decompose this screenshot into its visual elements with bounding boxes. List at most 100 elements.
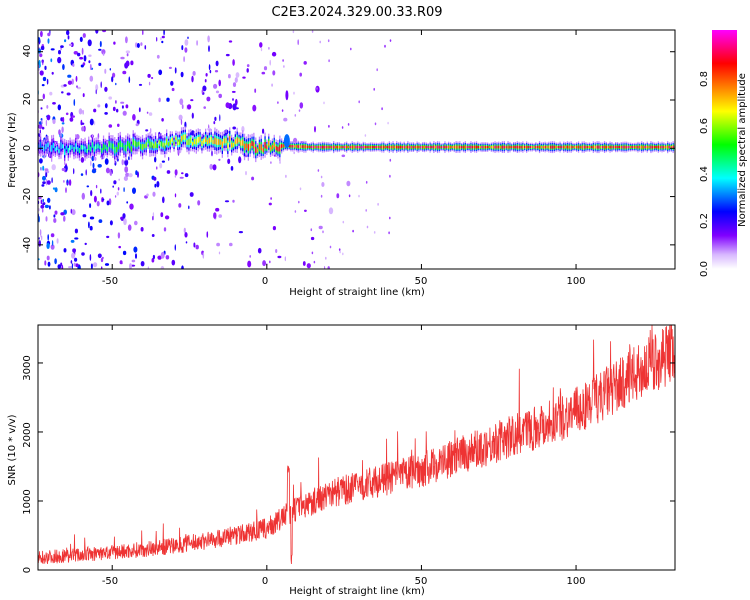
noise-speckle — [104, 112, 108, 115]
spectrogram-ridge-cell — [670, 145, 672, 149]
noise-speckle — [191, 75, 194, 83]
noise-speckle — [158, 69, 163, 76]
spectrogram-ridge-cell — [551, 145, 554, 149]
noise-speckle — [44, 168, 49, 172]
spectrogram-ridge-cell — [568, 145, 570, 149]
noise-speckle — [197, 200, 201, 206]
spectrogram-ridge-cell — [611, 145, 613, 149]
noise-speckle — [128, 173, 133, 178]
noise-speckle — [98, 62, 102, 66]
noise-speckle — [366, 225, 369, 229]
spectrogram-ridge-cell — [227, 142, 229, 149]
noise-speckle — [77, 52, 81, 57]
noise-speckle — [121, 159, 124, 166]
spectrogram-ridge-cell — [659, 145, 661, 149]
noise-speckle — [66, 92, 71, 96]
spectrogram-ridge-cell — [188, 138, 190, 146]
noise-speckle — [71, 252, 76, 259]
spectrogram-ridge-cell — [479, 146, 481, 149]
noise-speckle — [76, 85, 78, 88]
noise-speckle — [52, 187, 56, 190]
noise-speckle — [122, 110, 127, 116]
noise-speckle — [151, 234, 155, 237]
spectrogram-ridge-cell — [243, 143, 246, 151]
noise-speckle — [147, 73, 151, 78]
noise-speckle — [67, 74, 72, 78]
noise-speckle — [183, 56, 185, 63]
spectrogram-ridge-cell — [186, 140, 188, 145]
noise-speckle — [41, 84, 45, 87]
spectrogram-ridge-cell — [164, 142, 166, 149]
noise-speckle — [146, 193, 149, 197]
spectrogram-ridge-cell — [366, 146, 368, 149]
noise-speckle — [373, 87, 376, 91]
noise-speckle — [373, 231, 376, 234]
spectrogram-ridge-cell — [635, 146, 637, 149]
spectrogram-ridge-cell — [603, 145, 606, 149]
spectrogram-ridge-cell — [290, 144, 292, 148]
snr-ylabel: SNR (10 * v/v) — [7, 414, 18, 485]
noise-speckle — [283, 117, 288, 122]
colorbar-tick: 0.6 — [699, 118, 710, 134]
spectrogram-ridge-cell — [307, 145, 309, 148]
spectrogram-ridge-cell — [294, 145, 296, 148]
noise-speckle — [228, 74, 231, 79]
spectrogram-xtick: -50 — [102, 276, 118, 287]
spectrogram-ridge-cell — [77, 146, 79, 152]
noise-speckle — [328, 124, 330, 128]
snr-xtick: 0 — [262, 576, 268, 587]
spectrogram-ridge-cell — [384, 146, 387, 148]
noise-speckle — [127, 224, 132, 231]
noise-speckle — [61, 122, 65, 125]
noise-speckle — [160, 212, 164, 218]
noise-speckle — [121, 105, 124, 109]
noise-speckle — [93, 195, 97, 203]
spectrogram-ridge-cell — [132, 139, 134, 146]
noise-speckle — [57, 104, 61, 111]
spectrogram-ridge-cell — [657, 145, 659, 149]
noise-speckle — [104, 103, 108, 109]
snr-ytick: 2000 — [22, 422, 33, 447]
noise-speckle — [63, 180, 65, 183]
spectrogram-ridge-cell — [526, 145, 528, 149]
noise-speckle — [242, 76, 246, 79]
noise-speckle — [119, 260, 123, 265]
noise-speckle — [61, 126, 64, 133]
spectrogram-ridge-cell — [212, 139, 214, 144]
noise-speckle — [51, 71, 54, 75]
spectrogram-ridge-cell — [481, 145, 483, 149]
noise-speckle — [40, 118, 43, 121]
noise-speckle — [285, 174, 287, 178]
noise-speckle — [310, 236, 315, 241]
noise-speckle — [47, 32, 51, 37]
spectrogram-ridge-cell — [97, 143, 99, 149]
noise-speckle — [184, 232, 188, 238]
spectrogram-ridge-cell — [442, 146, 444, 149]
noise-speckle — [40, 167, 42, 171]
spectrogram-ridge-cell — [436, 145, 439, 149]
spectrogram-ridge-cell — [143, 144, 146, 149]
noise-speckle — [316, 87, 318, 90]
noise-speckle — [49, 205, 51, 210]
noise-speckle — [374, 122, 377, 126]
spectrogram-ridge-cell — [308, 145, 311, 148]
noise-speckle — [325, 256, 327, 260]
spectrogram-ridge-cell — [169, 139, 171, 145]
noise-speckle — [215, 60, 219, 67]
noise-speckle — [184, 47, 188, 53]
noise-speckle — [271, 51, 277, 57]
noise-speckle — [125, 36, 128, 44]
noise-speckle — [209, 163, 213, 170]
noise-speckle — [232, 98, 234, 101]
spectrogram-ridge-cell — [655, 146, 658, 149]
spectrogram-ridge-cell — [271, 145, 274, 150]
noise-speckle — [183, 227, 186, 233]
noise-speckle — [209, 69, 212, 74]
noise-speckle — [271, 83, 273, 87]
noise-speckle — [135, 253, 137, 259]
noise-speckle — [52, 102, 56, 105]
spectrogram-ridge-cell — [193, 139, 196, 145]
noise-speckle — [232, 103, 237, 111]
spectrogram-ridge-cell — [372, 145, 374, 149]
noise-speckle — [202, 252, 205, 259]
